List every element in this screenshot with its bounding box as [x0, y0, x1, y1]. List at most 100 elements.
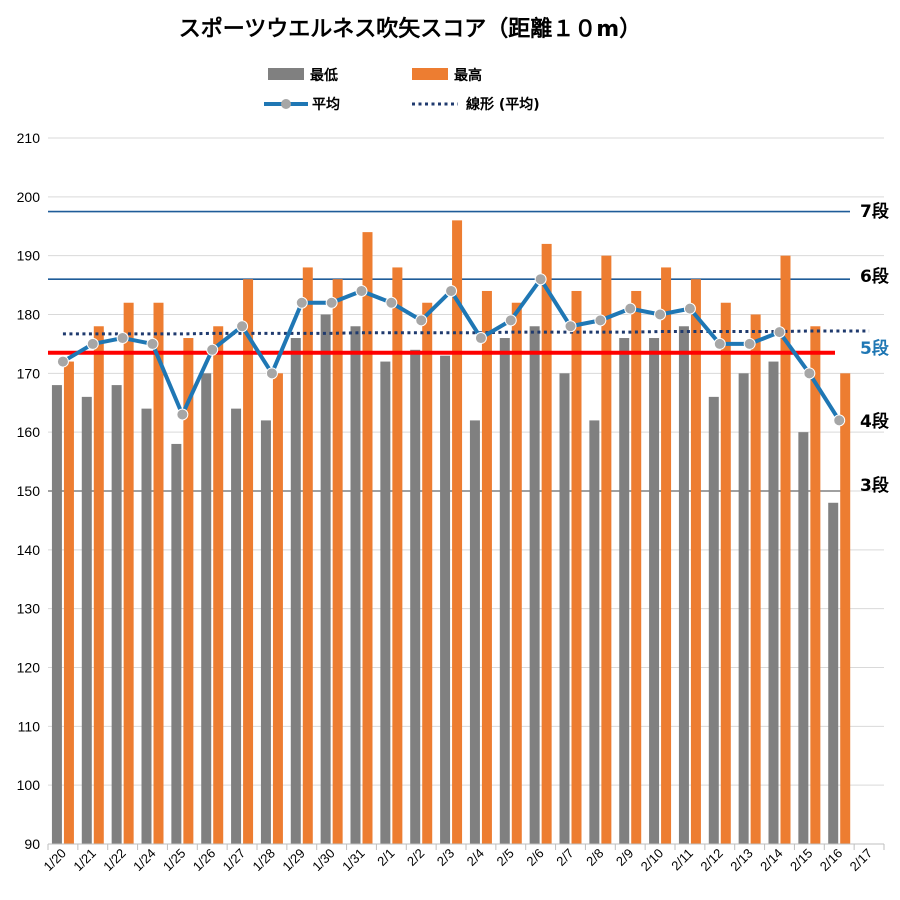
- x-tick-label: 1/28: [250, 846, 279, 875]
- y-tick-label: 90: [24, 836, 40, 852]
- x-tick-label: 2/2: [404, 846, 427, 869]
- x-tick-label: 2/1: [374, 846, 397, 869]
- bar-max: [780, 255, 791, 844]
- bar-min: [529, 326, 540, 844]
- bar-max: [571, 290, 582, 844]
- bar-max: [243, 279, 254, 844]
- y-tick-label: 170: [17, 365, 41, 381]
- bar-max: [213, 326, 224, 844]
- bar-min: [678, 326, 689, 844]
- y-tick-label: 180: [17, 307, 41, 323]
- y-tick-label: 120: [17, 660, 41, 676]
- average-point: [325, 296, 338, 309]
- bar-max: [481, 290, 492, 844]
- x-tick-label: 1/31: [339, 846, 368, 875]
- x-tick-label: 2/13: [727, 846, 756, 875]
- bar-min: [440, 355, 451, 844]
- average-point: [713, 337, 726, 350]
- bar-max: [332, 279, 343, 844]
- average-point: [833, 414, 846, 427]
- average-point: [236, 320, 249, 333]
- bar-max: [661, 267, 672, 844]
- x-tick-label: 2/14: [757, 846, 786, 875]
- bar-max: [720, 302, 731, 844]
- average-point: [385, 296, 398, 309]
- bar-min: [171, 443, 182, 844]
- x-tick-label: 1/30: [309, 846, 338, 875]
- x-tick-label: 2/3: [434, 846, 457, 869]
- bar-max: [452, 220, 463, 844]
- legend-label-min: 最低: [310, 67, 338, 84]
- trendline-path: [62, 329, 870, 336]
- average-point: [504, 314, 517, 327]
- average-line: [56, 273, 846, 427]
- average-point: [265, 367, 278, 380]
- average-point: [683, 302, 696, 315]
- bar-min: [231, 408, 242, 844]
- bar-min: [798, 432, 809, 844]
- level-label: 4段: [860, 411, 889, 432]
- legend-item-avg: 平均: [264, 96, 340, 113]
- bar-min: [141, 408, 152, 844]
- bar-max: [392, 267, 403, 844]
- average-point: [803, 367, 816, 380]
- level-labels: 7段 6段 5段 4段 3段: [860, 201, 889, 496]
- average-point: [534, 273, 547, 286]
- average-point: [86, 337, 99, 350]
- bar-min: [499, 338, 510, 844]
- y-tick-label: 210: [17, 130, 41, 146]
- legend-item-min: 最低: [268, 67, 338, 84]
- bar-max: [810, 326, 821, 844]
- x-tick-label: 2/7: [553, 846, 576, 869]
- bar-min: [111, 385, 122, 844]
- x-tick-label: 2/11: [668, 846, 696, 874]
- average-point: [445, 284, 458, 297]
- average-point: [56, 355, 69, 368]
- bar-max: [750, 314, 761, 844]
- average-point: [594, 314, 607, 327]
- bar-min: [260, 420, 271, 844]
- x-tick-label: 2/5: [494, 846, 517, 869]
- bar-max: [63, 361, 74, 844]
- legend-item-trend: 線形 (平均): [412, 96, 540, 113]
- y-tick-label: 110: [18, 718, 41, 734]
- average-point: [295, 296, 308, 309]
- average-point: [624, 302, 637, 315]
- bar-min: [51, 385, 62, 844]
- y-tick-label: 140: [17, 542, 41, 558]
- level-label: 7段: [860, 201, 889, 222]
- x-axis: 1/20 1/21 1/22 1/24 1/25 1/26 1/27 1/28 1/29 1/30…: [41, 843, 885, 875]
- average-point: [654, 308, 667, 321]
- x-tick-label: 1/26: [190, 846, 219, 875]
- x-tick-label: 2/17: [847, 846, 876, 875]
- bar-max: [183, 338, 194, 844]
- legend-swatch-max: [412, 68, 448, 80]
- y-tick-label: 100: [17, 777, 41, 793]
- bar-max: [631, 290, 642, 844]
- level-label: 5段: [860, 338, 889, 359]
- legend-label-avg: 平均: [312, 96, 340, 113]
- bar-max: [840, 373, 851, 844]
- y-tick-label: 160: [17, 424, 41, 440]
- bar-max: [362, 232, 373, 845]
- bar-max: [541, 243, 552, 844]
- bar-max: [511, 302, 522, 844]
- x-tick-label: 2/4: [464, 846, 487, 869]
- average-point: [116, 332, 129, 345]
- x-tick-label: 2/6: [523, 846, 546, 869]
- bar-min: [828, 502, 839, 844]
- average-point: [564, 320, 577, 333]
- average-point: [415, 314, 428, 327]
- trendline: [62, 329, 870, 336]
- chart-title: スポーツウエルネス吹矢スコア（距離１０m）: [179, 16, 642, 42]
- x-tick-label: 1/29: [279, 846, 308, 875]
- legend: 最低 最高 平均 線形 (平均): [264, 67, 540, 113]
- bar-max: [690, 279, 701, 844]
- bar-min: [410, 349, 421, 844]
- legend-swatch-avg-marker: [281, 99, 291, 109]
- bar-max: [601, 255, 612, 844]
- level-label: 3段: [860, 475, 889, 496]
- bar-min: [350, 326, 361, 844]
- bars: [51, 220, 851, 845]
